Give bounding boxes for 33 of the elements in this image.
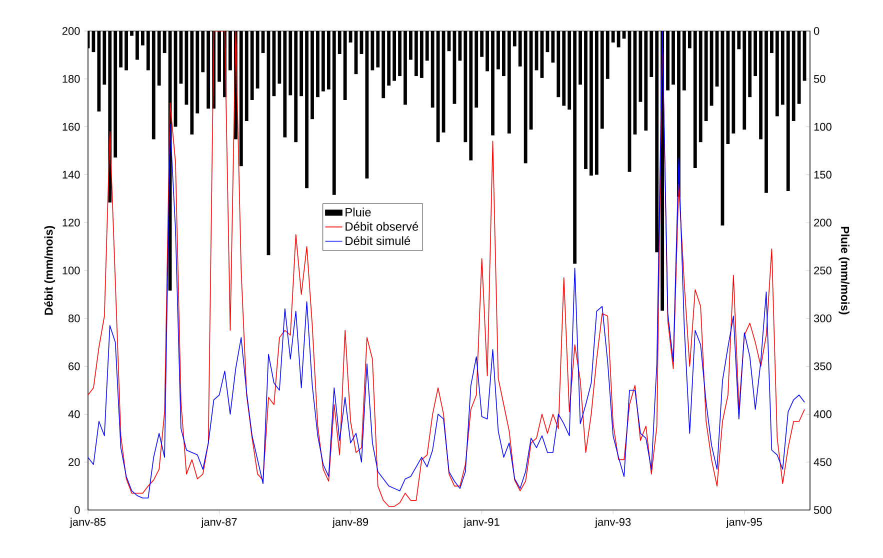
y2-tick-label: 400 [814, 410, 832, 418]
y2-tick-label: 200 [814, 218, 832, 226]
y-tick-label: 0 [74, 506, 80, 514]
y2-tick-label: 350 [814, 362, 832, 370]
y2-tick-label: 0 [814, 27, 820, 35]
y2-axis-title: Pluie (mm/mois) [838, 226, 850, 314]
y2-tick-label: 450 [814, 458, 832, 466]
y-tick-label: 140 [62, 170, 80, 179]
y-tick-label: 120 [62, 218, 80, 226]
x-tick-label: janv-85 [70, 518, 106, 528]
x-tick-label: janv-87 [200, 518, 237, 528]
y-axis-title: Débit (mm/mois) [44, 226, 56, 315]
x-tick-label: janv-93 [594, 518, 631, 528]
x-tick-label: janv-95 [726, 518, 762, 528]
legend-label: Pluie [346, 208, 371, 216]
y2-tick-label: 50 [814, 75, 826, 83]
x-tick-label: janv-91 [464, 518, 500, 528]
y-tick-label: 20 [68, 458, 80, 466]
x-tick-label: janv-89 [332, 518, 368, 528]
y2-tick-label: 500 [814, 506, 832, 514]
y2-tick-label: 100 [814, 122, 832, 131]
y-tick-label: 160 [62, 122, 80, 131]
y-tick-label: 60 [68, 362, 80, 370]
y-tick-label: 40 [68, 410, 80, 418]
legend-label: Débit observé [346, 222, 418, 231]
y-tick-label: 180 [62, 74, 80, 83]
y2-tick-label: 250 [814, 266, 832, 274]
y2-tick-label: 150 [814, 170, 832, 179]
legend-label: Débit simulé [346, 236, 410, 246]
y-tick-label: 100 [62, 266, 80, 274]
y2-tick-label: 300 [814, 314, 832, 322]
y-tick-label: 80 [68, 314, 80, 322]
y-tick-label: 200 [62, 27, 80, 35]
